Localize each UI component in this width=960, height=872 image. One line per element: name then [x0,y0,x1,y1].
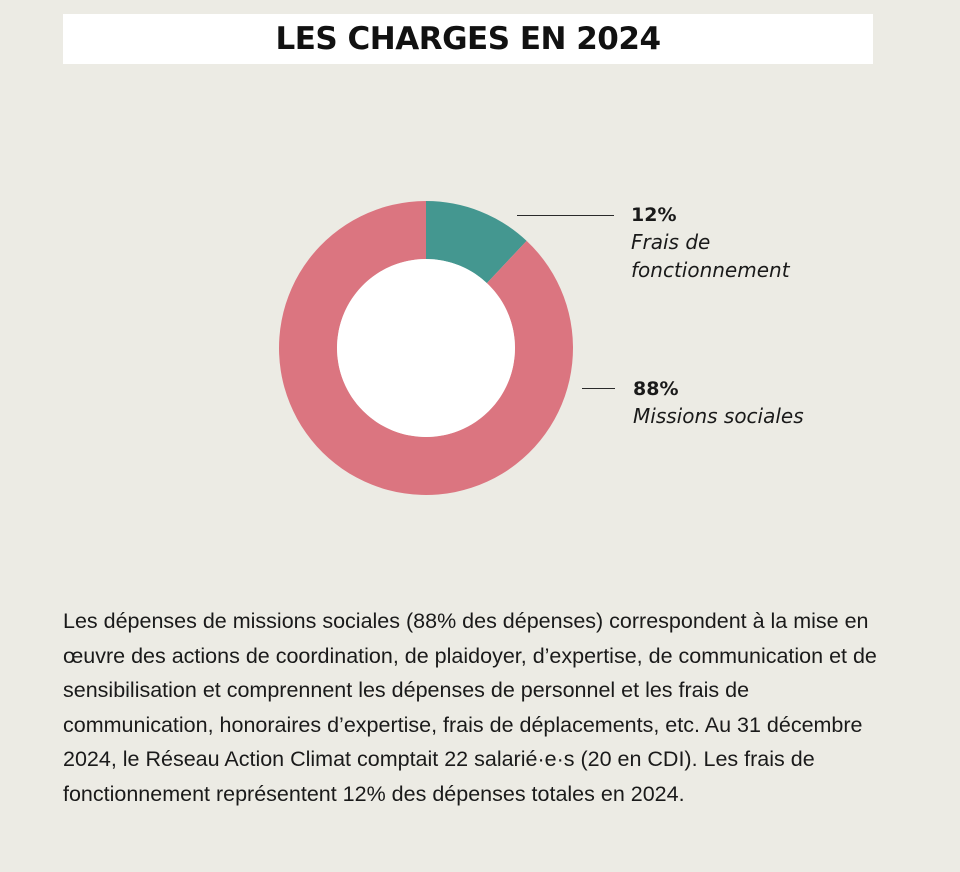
donut-hole [337,259,515,437]
donut-slice-missions-sociales [278,201,573,495]
slice-label-frais: 12% Frais de fonctionnement [631,203,790,285]
donut-slice-frais-de-fonctionnement [426,201,527,284]
slice-name-frais-line1: Frais de [631,230,711,254]
slice-name-missions: Missions sociales [633,404,804,428]
slice-value-missions: 88% [633,378,679,400]
donut-chart [278,201,573,495]
title-banner: LES CHARGES EN 2024 [63,14,873,64]
description-text: Les dépenses de missions sociales (88% d… [63,609,877,806]
leader-line-frais [517,215,614,216]
slice-label-missions: 88% Missions sociales [633,377,804,431]
slice-name-frais-line2: fonctionnement [631,258,790,282]
leader-line-missions [582,388,615,389]
chart-title: LES CHARGES EN 2024 [275,21,661,57]
slice-value-frais: 12% [631,204,677,226]
